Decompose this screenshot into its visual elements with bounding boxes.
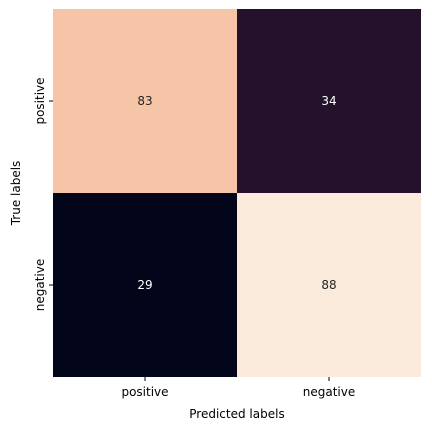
x-axis-ticks: positive negative xyxy=(121,377,355,399)
heatmap-cell-negative-negative xyxy=(237,193,421,377)
heatmap-cell-negative-positive xyxy=(53,193,237,377)
x-tick-label: negative xyxy=(303,385,355,399)
y-tick-label: positive xyxy=(33,77,47,124)
cell-value-label: 34 xyxy=(321,94,336,108)
x-tick-label: positive xyxy=(121,385,168,399)
heatmap-cell-positive-positive xyxy=(53,9,237,193)
heatmap-cells: 83 34 29 88 xyxy=(53,9,421,377)
cell-value-label: 88 xyxy=(321,278,336,292)
cell-value-label: 29 xyxy=(137,278,152,292)
x-axis-label: Predicted labels xyxy=(189,407,284,421)
y-tick-label: negative xyxy=(33,259,47,311)
y-axis-label: True labels xyxy=(9,161,23,227)
cell-value-label: 83 xyxy=(137,94,152,108)
y-axis-ticks: positive negative xyxy=(33,77,53,311)
heatmap-cell-positive-negative xyxy=(237,9,421,193)
